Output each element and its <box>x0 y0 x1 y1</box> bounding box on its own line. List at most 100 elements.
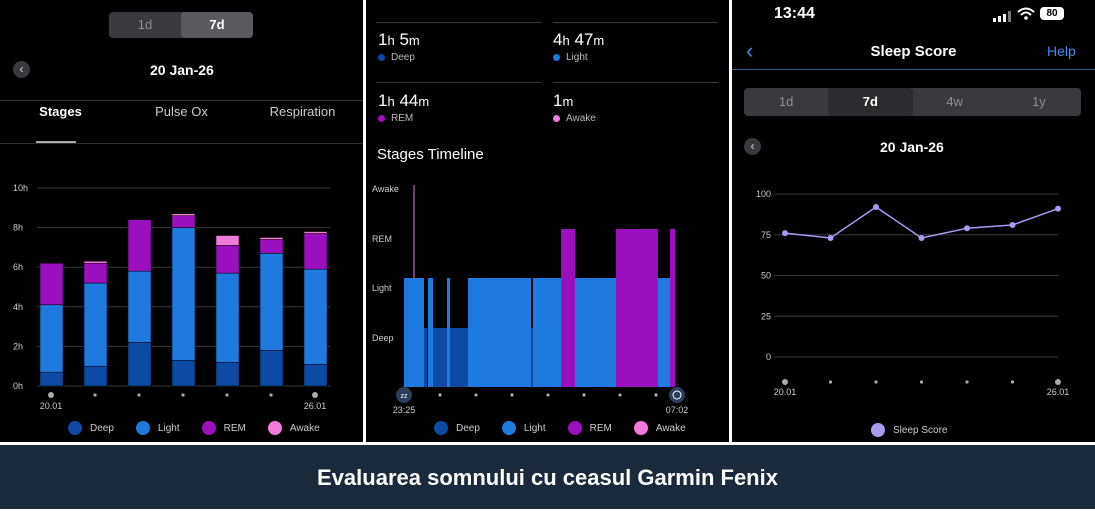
sleep-score-point <box>918 235 925 242</box>
timeline-segment-deep <box>450 328 468 387</box>
stage-label: Deep <box>372 333 394 343</box>
y-tick-label: 2h <box>13 341 23 351</box>
bar-segment-rem <box>215 245 240 274</box>
help-button[interactable]: Help <box>1047 43 1076 59</box>
bar-segment-awake <box>303 231 328 234</box>
legend-awake: Awake <box>633 421 686 435</box>
x-tick-label: 20.01 <box>774 387 797 397</box>
sleep-score-point <box>1055 205 1061 212</box>
timeline-segment-rem <box>565 229 575 387</box>
x-tick-dot <box>654 393 658 397</box>
prev-date-icon[interactable]: ‹ <box>744 138 761 155</box>
x-tick-dot <box>269 393 273 397</box>
x-tick-dot <box>618 393 622 397</box>
bar-segment-deep <box>39 371 64 387</box>
stages-timeline-chart: Awake REM Light Deep zz 23:25 07:02 <box>372 184 689 415</box>
back-chevron-icon[interactable]: ‹ <box>746 38 754 63</box>
timeline-segment-light <box>428 278 433 387</box>
bar-segment-light <box>303 268 328 365</box>
bar-segment-light <box>259 253 284 351</box>
end-time-label: 07:02 <box>666 405 689 415</box>
caption-banner: Evaluarea somnului cu ceasul Garmin Feni… <box>0 445 1095 509</box>
x-tick-label: 26.01 <box>1047 387 1070 397</box>
period-7d[interactable]: 7d <box>828 88 913 116</box>
bar-segment-rem <box>39 262 64 306</box>
prev-date-icon[interactable]: ‹ <box>13 61 30 78</box>
bar-segment-deep <box>259 350 284 387</box>
bar-segment-light <box>215 272 240 363</box>
bar-segment-awake <box>215 235 240 246</box>
timeline-segment-light <box>578 278 616 387</box>
period-4w[interactable]: 4w <box>946 94 963 109</box>
tab-stages[interactable]: Stages <box>39 104 82 119</box>
bar-segment-rem <box>171 215 196 228</box>
legend-light: Light <box>135 421 180 435</box>
timeline-segment-deep <box>531 328 533 387</box>
alarm-clock-face <box>672 390 682 400</box>
timeline-panel: 1h 5m Deep 4h 47m Light 1h 44m REM 1m Aw… <box>366 0 729 442</box>
x-tick-dot <box>137 393 141 397</box>
period-selector: 1d 7d 4w 1y <box>744 88 1081 116</box>
bar-segment-rem <box>127 219 152 272</box>
x-tick-dot <box>312 392 318 398</box>
y-tick-label: 10h <box>13 183 28 193</box>
x-tick-dot <box>1055 379 1061 385</box>
x-tick-dot <box>546 393 550 397</box>
signal-icon <box>993 9 1011 22</box>
sleep-score-point <box>827 235 834 242</box>
x-tick-dot <box>510 393 514 397</box>
x-tick-dot <box>438 393 442 397</box>
period-1y[interactable]: 1y <box>1032 94 1046 109</box>
x-tick-dot <box>93 393 97 397</box>
stages-legend: Deep Light REM Awake <box>68 421 342 435</box>
bar-segment-awake <box>259 237 284 240</box>
timeline-title: Stages Timeline <box>377 146 484 163</box>
wifi-icon <box>1017 7 1035 20</box>
stage-label: REM <box>372 234 392 244</box>
sleep-score-point <box>964 225 970 232</box>
x-tick-dot <box>1010 380 1015 384</box>
bar-segment-rem <box>83 262 108 284</box>
stage-label: Light <box>372 283 392 293</box>
x-tick-label: 20.01 <box>40 401 63 410</box>
period-1d[interactable]: 1d <box>137 17 153 32</box>
sleep-score-point <box>782 230 788 237</box>
timeline-legend: Deep Light REM Awake <box>434 421 708 435</box>
period-7d[interactable]: 7d <box>181 12 253 38</box>
timeline-segment-light <box>471 278 531 387</box>
timeline-segment-rem <box>561 229 565 387</box>
timeline-segment-light <box>404 278 424 387</box>
period-1d[interactable]: 1d <box>778 94 794 109</box>
sleep-score-panel: 13:44 80 ‹ Sleep Score Help 1d 7d 4w 1y … <box>732 0 1095 442</box>
x-tick-dot <box>965 380 969 384</box>
bar-segment-deep <box>83 365 108 387</box>
date-label: 20 Jan-26 <box>880 139 944 155</box>
start-time-label: 23:25 <box>393 405 416 415</box>
x-tick-dot <box>874 380 878 384</box>
bar-segment-deep <box>303 363 328 387</box>
legend-rem: REM <box>201 421 246 435</box>
period-selector: 1d 7d <box>109 12 253 38</box>
x-tick-dot <box>181 393 185 397</box>
sleep-score-line <box>784 206 1059 239</box>
bar-segment-light <box>83 282 108 367</box>
bar-segment-awake <box>83 261 108 264</box>
tab-pulse-ox[interactable]: Pulse Ox <box>155 104 208 119</box>
bar-segment-light <box>127 270 152 343</box>
bar-segment-deep <box>171 360 196 387</box>
bar-segment-awake <box>171 213 196 216</box>
timeline-segment-light <box>468 278 471 387</box>
bar-segment-light <box>171 227 196 361</box>
battery-icon: 80 <box>1040 7 1064 20</box>
sleep-score-point <box>873 204 879 211</box>
x-tick-dot <box>474 393 478 397</box>
y-tick-label: 100 <box>756 189 771 199</box>
stat-rem: 1h 44m REM <box>378 91 430 124</box>
tab-respiration[interactable]: Respiration <box>269 104 336 119</box>
timeline-segment-light <box>541 278 561 387</box>
timeline-segment-light <box>575 278 578 387</box>
stat-deep: 1h 5m Deep <box>378 30 420 63</box>
timeline-segment-rem <box>616 229 658 387</box>
legend-light: Light <box>501 421 546 435</box>
stages-panel: 1d 7d ‹ 20 Jan-26 Stages Pulse Ox Respir… <box>0 0 363 442</box>
